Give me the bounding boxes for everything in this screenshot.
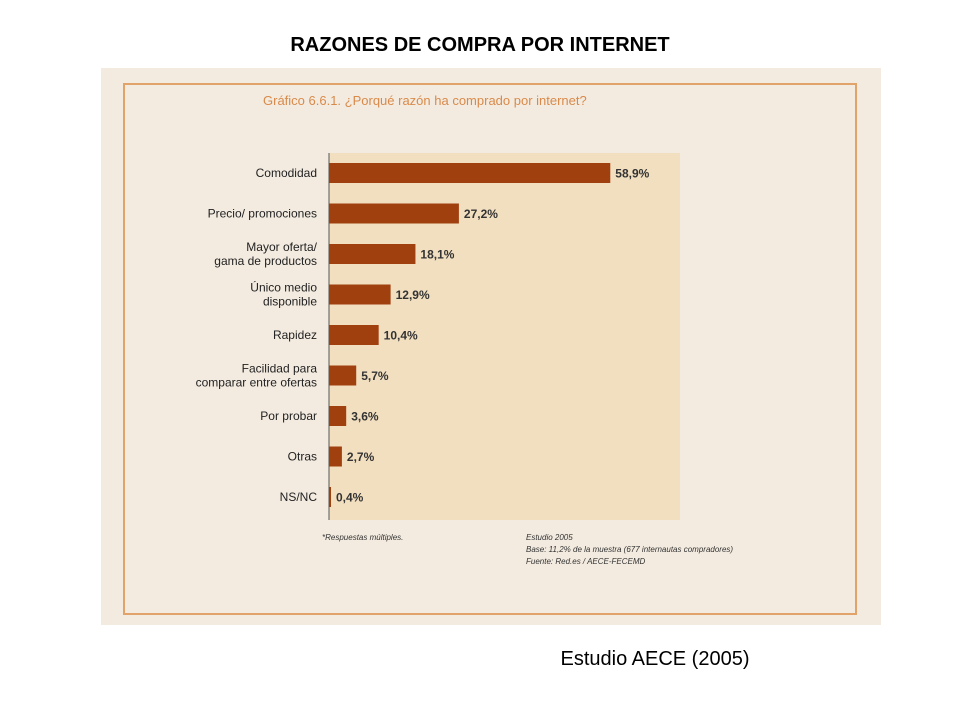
bar: [329, 325, 379, 345]
bar-value-label: 10,4%: [384, 329, 418, 343]
bar-value-label: 3,6%: [351, 410, 379, 424]
bar-value-label: 27,2%: [464, 207, 498, 221]
footnote-base: Base: 11,2% de la muestra (677 internaut…: [526, 545, 733, 554]
bar: [329, 365, 357, 386]
category-label: Otras: [288, 450, 317, 464]
category-label: NS/NC: [280, 490, 318, 504]
bar: [329, 446, 342, 467]
category-label: Mayor oferta/: [246, 240, 317, 254]
bar: [329, 284, 391, 305]
bar-value-label: 12,9%: [396, 288, 430, 302]
category-label: Facilidad para: [242, 362, 318, 376]
bar: [329, 487, 331, 507]
bar: [329, 244, 416, 264]
category-label: Único medio: [250, 280, 317, 295]
chart-panel: Gráfico 6.6.1. ¿Porqué razón ha comprado…: [101, 68, 881, 625]
category-label: gama de productos: [214, 254, 317, 268]
category-label: Rapidez: [273, 328, 317, 342]
bar: [329, 163, 611, 183]
source-note: Estudio AECE (2005): [560, 648, 750, 670]
bar: [329, 406, 347, 426]
category-label: comparar entre ofertas: [196, 376, 317, 390]
chart-title: Gráfico 6.6.1. ¿Porqué razón ha comprado…: [263, 93, 587, 108]
bar-value-label: 58,9%: [615, 167, 649, 181]
category-label: Precio/ promociones: [208, 207, 317, 221]
category-label: disponible: [263, 295, 317, 309]
footnote-source: Fuente: Red.es / AECE-FECEMD: [526, 557, 646, 566]
bars-group: 58,9% Comodidad 27,2% Precio/ promociones 18…: [196, 163, 650, 507]
chart-frame: [123, 83, 857, 615]
bar-value-label: 18,1%: [420, 248, 454, 262]
bar-value-label: 0,4%: [336, 491, 364, 505]
bar-chart: Gráfico 6.6.1. ¿Porqué razón ha comprado…: [196, 93, 734, 566]
slide-title: RAZONES DE COMPRA POR INTERNET: [290, 34, 670, 56]
bar-value-label: 2,7%: [347, 450, 375, 464]
footnote-study: Estudio 2005: [526, 533, 573, 542]
category-label: Por probar: [260, 409, 317, 423]
bar: [329, 203, 459, 224]
footnote-multiple-answers: *Respuestas múltiples.: [322, 533, 403, 542]
bar-value-label: 5,7%: [361, 369, 389, 383]
category-label: Comodidad: [256, 166, 317, 180]
